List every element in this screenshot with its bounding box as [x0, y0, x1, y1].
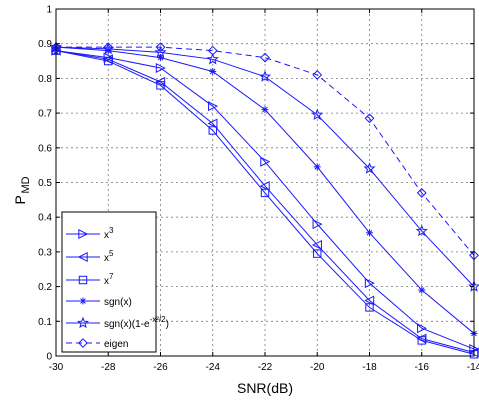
- legend: x3 x5 x7 sgn(x) sgn(x)(1-e-x²/2) eigen: [61, 211, 169, 353]
- x-tick-label: -14: [467, 362, 479, 373]
- data-point: [311, 239, 322, 250]
- legend-item: eigen: [66, 338, 128, 350]
- data-point: [418, 286, 426, 294]
- legend-label: x7: [104, 272, 114, 287]
- data-point: [417, 323, 428, 334]
- legend-marker: [76, 316, 90, 329]
- legend-item: x7: [66, 272, 114, 287]
- data-point: [313, 163, 321, 171]
- x-tick-label: -16: [415, 362, 430, 373]
- axes: -30 -28 -26 -24 -22 -20 -18 -16 -14 0 0.1 0.2 0.3 0.4…: [38, 5, 479, 374]
- data-point: [260, 188, 270, 198]
- legend-item: x5: [66, 249, 114, 264]
- data-point: [417, 336, 426, 345]
- data-point: [364, 278, 375, 289]
- legend-label: sgn(x)(1-e-x²/2): [104, 315, 169, 330]
- legend-label: eigen: [104, 339, 128, 350]
- x-tick-label: -20: [310, 362, 325, 373]
- data-point: [313, 249, 322, 258]
- data-point: [208, 101, 219, 112]
- data-point: [156, 81, 165, 90]
- series-1: [51, 45, 479, 355]
- data-point: [261, 106, 269, 114]
- data-point: [260, 156, 271, 167]
- y-tick-label: 0.4: [38, 213, 52, 224]
- data-point: [207, 118, 218, 129]
- data-point: [258, 70, 272, 82]
- x-tick-label: -24: [206, 362, 221, 373]
- data-point: [311, 108, 324, 120]
- legend-item: x3: [66, 226, 114, 241]
- y-axis-label-main: P: [12, 195, 28, 204]
- x-axis-label: SNR(dB): [237, 380, 293, 396]
- data-point: [415, 224, 428, 237]
- legend-box: [61, 211, 157, 353]
- legend-item: sgn(x)(1-e-x²/2): [66, 315, 169, 330]
- x-tick-label: -22: [258, 362, 273, 373]
- y-tick-label: 0.8: [38, 74, 52, 85]
- data-point: [260, 52, 270, 63]
- y-axis-label: P MD: [12, 176, 32, 204]
- y-tick-label: 0.6: [38, 143, 52, 154]
- legend-marker: [78, 338, 88, 348]
- data-point: [366, 229, 373, 237]
- data-point: [155, 62, 166, 73]
- series-line: [55, 50, 475, 350]
- data-point: [364, 113, 375, 124]
- data-point: [364, 295, 375, 306]
- y-tick-label: 0.2: [38, 282, 52, 293]
- legend-label: sgn(x): [104, 297, 132, 308]
- data-point: [103, 42, 114, 53]
- data-point: [365, 303, 374, 312]
- series-line: [56, 46, 475, 256]
- data-point: [209, 67, 217, 75]
- legend-marker: [78, 228, 89, 240]
- data-point: [363, 162, 376, 174]
- data-point: [154, 46, 167, 58]
- data-point: [416, 188, 427, 198]
- legend-marker: [77, 251, 88, 263]
- series-line: [55, 50, 475, 354]
- y-axis-label-subscript: MD: [20, 176, 32, 193]
- x-tick-label: -28: [101, 362, 116, 373]
- y-tick-label: 0.7: [38, 109, 52, 120]
- x-tick-label: -30: [49, 362, 64, 373]
- legend-item: sgn(x): [66, 297, 132, 308]
- y-tick-label: 0.9: [38, 39, 52, 50]
- series-line: [55, 50, 475, 355]
- y-tick-label: 0.3: [38, 247, 52, 258]
- data-point: [312, 70, 323, 80]
- series-line: [55, 46, 475, 287]
- legend-marker: [78, 275, 88, 285]
- data-point: [208, 126, 217, 135]
- data-point: [259, 180, 270, 191]
- data-point: [104, 56, 113, 66]
- data-point: [155, 42, 166, 53]
- x-tick-label: -26: [153, 362, 168, 373]
- x-tick-label: -18: [362, 362, 377, 373]
- data-point: [206, 52, 219, 65]
- series-group: [49, 40, 479, 359]
- legend-label: x3: [104, 226, 114, 241]
- legend-marker: [79, 297, 87, 305]
- data-point: [312, 219, 323, 230]
- y-tick-label: 0.1: [38, 317, 52, 328]
- y-tick-label: 0.5: [38, 178, 52, 189]
- data-point: [207, 45, 218, 56]
- y-tick-label: 1: [46, 5, 52, 16]
- y-tick-label: 0: [46, 352, 52, 363]
- legend-label: x5: [104, 249, 114, 264]
